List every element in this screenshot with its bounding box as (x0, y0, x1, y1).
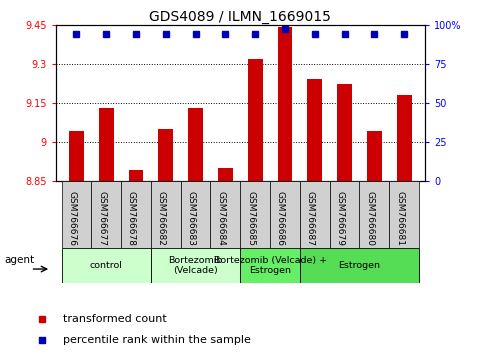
Bar (241, 248, 300, 283)
Text: GSM766683: GSM766683 (186, 190, 196, 246)
Bar (337, 85, 352, 181)
Text: Bortezomib
(Velcade): Bortezomib (Velcade) (169, 256, 223, 275)
Bar (278, 27, 292, 181)
Text: control: control (90, 261, 123, 270)
Bar (69, 131, 84, 181)
Text: GSM766687: GSM766687 (306, 190, 315, 246)
Text: GSM766677: GSM766677 (97, 190, 106, 246)
Text: agent: agent (4, 255, 35, 265)
Text: GSM766679: GSM766679 (336, 190, 344, 246)
Bar (61, 248, 151, 283)
Bar (99, 108, 114, 181)
Bar (307, 79, 322, 181)
Bar (241, 181, 270, 248)
Bar (397, 95, 412, 181)
Title: GDS4089 / ILMN_1669015: GDS4089 / ILMN_1669015 (149, 10, 331, 24)
Text: GSM766682: GSM766682 (157, 190, 166, 246)
Text: GSM766678: GSM766678 (127, 190, 136, 246)
Bar (91, 181, 121, 248)
Bar (158, 129, 173, 181)
Bar (61, 181, 91, 248)
Bar (211, 181, 241, 248)
Text: transformed count: transformed count (63, 314, 167, 324)
Text: GSM766686: GSM766686 (276, 190, 285, 246)
Bar (151, 181, 181, 248)
Bar (128, 170, 143, 181)
Bar (218, 167, 233, 181)
Bar (300, 181, 330, 248)
Bar (188, 108, 203, 181)
Bar (359, 181, 389, 248)
Bar (248, 58, 263, 181)
Bar (389, 181, 419, 248)
Text: GSM766684: GSM766684 (216, 190, 226, 246)
Text: GSM766681: GSM766681 (395, 190, 404, 246)
Bar (300, 248, 419, 283)
Text: GSM766680: GSM766680 (365, 190, 374, 246)
Text: GSM766685: GSM766685 (246, 190, 255, 246)
Text: GSM766676: GSM766676 (68, 190, 76, 246)
Text: Bortezomib (Velcade) +
Estrogen: Bortezomib (Velcade) + Estrogen (213, 256, 327, 275)
Text: Estrogen: Estrogen (339, 261, 381, 270)
Bar (270, 181, 300, 248)
Bar (181, 181, 211, 248)
Bar (367, 131, 382, 181)
Text: percentile rank within the sample: percentile rank within the sample (63, 335, 251, 345)
Bar (121, 181, 151, 248)
Bar (330, 181, 359, 248)
Bar (151, 248, 241, 283)
